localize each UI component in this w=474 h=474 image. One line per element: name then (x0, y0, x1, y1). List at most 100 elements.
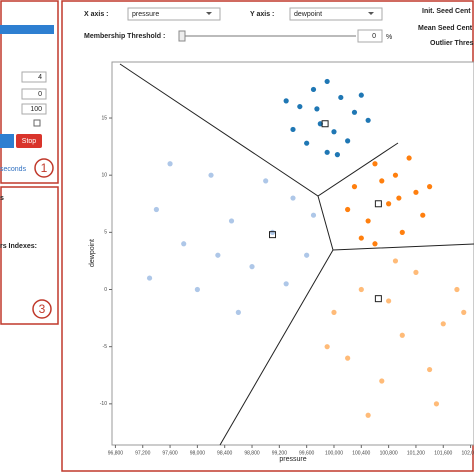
label: rs Indexes: (0, 243, 37, 250)
point (338, 94, 344, 101)
x-tick-label: 98,800 (244, 450, 260, 456)
x-tick-label: 97,200 (135, 450, 151, 456)
plot (111, 61, 474, 446)
point (334, 152, 340, 158)
blue-bar[interactable] (0, 25, 54, 34)
point (427, 366, 433, 373)
point (269, 229, 276, 235)
x-tick-label: 96,800 (108, 450, 124, 456)
centroid (269, 231, 277, 239)
panel-1 (0, 0, 59, 184)
point (345, 206, 351, 213)
point (283, 281, 289, 287)
y-tick-label: 0 (104, 287, 107, 293)
x-tick-label: 97,600 (162, 450, 178, 456)
checkbox[interactable] (33, 119, 41, 127)
input[interactable] (21, 88, 47, 100)
point (379, 178, 385, 184)
stop-button[interactable] (16, 134, 42, 148)
point (345, 138, 351, 144)
point (386, 298, 392, 304)
point (331, 129, 337, 135)
x-tick-label: 99,200 (272, 450, 288, 456)
x-axis-label: X axis : (84, 11, 109, 18)
input-value: 0 (38, 91, 42, 98)
point (413, 269, 419, 275)
point (351, 109, 358, 115)
point (372, 161, 378, 167)
boundary (219, 249, 334, 446)
threshold-input[interactable] (357, 29, 383, 43)
point (440, 321, 446, 327)
point (358, 235, 364, 241)
x-tick-label: 100,800 (380, 450, 398, 456)
centroid (321, 120, 329, 128)
point (392, 172, 399, 178)
point (461, 309, 467, 315)
point (153, 206, 159, 213)
badge (32, 299, 52, 319)
point (249, 264, 255, 270)
y-tick-label: -5 (103, 344, 108, 350)
point (283, 98, 289, 104)
point (427, 184, 433, 190)
point (406, 155, 412, 161)
point (345, 355, 351, 361)
x-select[interactable] (127, 7, 221, 21)
y-tick-label: 10 (101, 173, 107, 179)
point (331, 309, 337, 315)
point (215, 252, 221, 258)
point (146, 275, 153, 281)
x-tick-label: 101,200 (407, 450, 425, 456)
point (379, 378, 385, 384)
x-tick-label: 98,400 (217, 450, 233, 456)
input[interactable] (21, 103, 47, 115)
x-tick-label: 100,000 (325, 450, 343, 456)
input-value: 4 (38, 74, 42, 81)
start-button[interactable] (0, 134, 14, 148)
point (181, 241, 187, 247)
point (365, 218, 371, 224)
input[interactable] (21, 71, 47, 83)
x-tick-label: 101,600 (434, 450, 452, 456)
caret (368, 12, 374, 15)
point (351, 184, 358, 190)
point (194, 286, 200, 293)
point (365, 117, 371, 123)
y-select[interactable] (289, 7, 383, 21)
badge-label: 3 (39, 302, 46, 316)
point (310, 86, 317, 93)
stop-label: Stop (22, 138, 37, 145)
legend-item: Init. Seed Cent (422, 8, 471, 15)
point (399, 332, 405, 338)
point (358, 92, 364, 98)
x-tick-label: 102,000 (462, 450, 474, 456)
panel-3 (0, 186, 59, 325)
point (297, 103, 303, 110)
caret (206, 12, 212, 15)
y-tick-label: 15 (101, 115, 107, 121)
point (420, 212, 426, 218)
input-value: 100 (30, 106, 42, 113)
point (433, 401, 440, 407)
x-axis-title: pressure (279, 456, 306, 463)
y-tick-label: -10 (100, 401, 107, 407)
point (228, 218, 235, 224)
point (310, 212, 317, 218)
y-tick-label: 5 (104, 230, 107, 236)
point (324, 149, 330, 155)
slider-handle[interactable] (178, 30, 186, 42)
x-tick-label: 100,400 (352, 450, 370, 456)
y-select-value: dewpoint (294, 11, 322, 18)
point (290, 195, 296, 201)
centroid (374, 200, 382, 208)
point (358, 286, 364, 293)
y-axis-label: Y axis : (250, 11, 274, 18)
centroid (374, 295, 382, 303)
point (314, 106, 320, 112)
point (304, 252, 310, 258)
x-tick-label: 98,000 (190, 450, 206, 456)
membership-label: Membership Threshold : (84, 33, 165, 40)
